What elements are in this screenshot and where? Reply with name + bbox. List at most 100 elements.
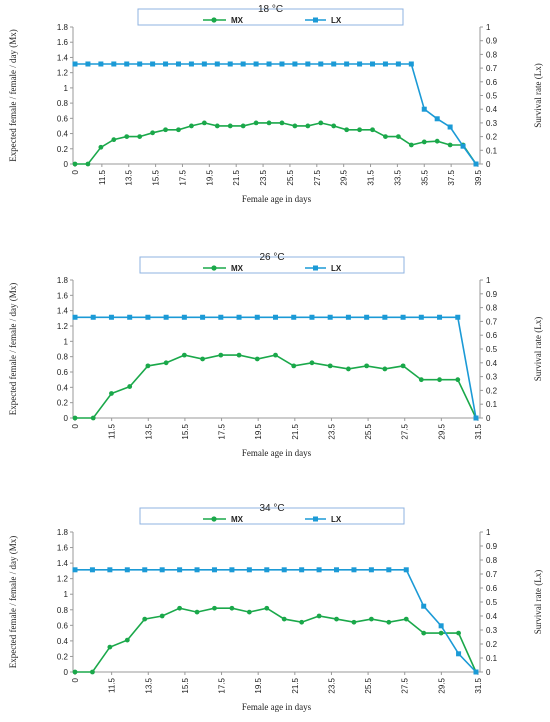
- y-left-tick-label: 0.4: [57, 637, 69, 646]
- data-point-mx: [403, 616, 409, 622]
- data-point-lx: [370, 61, 376, 67]
- x-tick-label: 13.5: [125, 169, 134, 185]
- data-point-lx: [473, 161, 479, 167]
- data-point-mx: [111, 137, 117, 143]
- data-point-mx: [456, 630, 461, 636]
- x-axis-title: Female age in days: [242, 194, 312, 204]
- y-left-tick-label: 0.2: [57, 145, 69, 154]
- legend-lx-marker: [313, 516, 318, 522]
- x-tick-label: 15.5: [181, 423, 190, 439]
- data-point-mx: [327, 363, 333, 369]
- data-point-mx: [163, 127, 168, 133]
- data-point-mx: [383, 134, 388, 140]
- y-left-tick-label: 0: [64, 668, 69, 677]
- data-point-lx: [194, 567, 200, 573]
- data-point-mx: [253, 120, 259, 126]
- series-lx: [72, 314, 479, 421]
- y-right-tick-label: 0.1: [486, 400, 498, 409]
- y-left-tick-label: 0: [64, 414, 69, 423]
- series-lx: [72, 567, 479, 675]
- x-tick-label: 23.5: [327, 423, 336, 439]
- data-point-mx: [137, 134, 143, 140]
- data-point-lx: [455, 314, 461, 320]
- legend-lx-marker: [313, 265, 318, 271]
- data-point-lx: [351, 567, 357, 573]
- y-right-tick-label: 0: [486, 668, 491, 677]
- data-point-mx: [408, 142, 414, 148]
- y-right-tick-label: 0.4: [486, 612, 498, 621]
- y-right-tick-label: 0.1: [486, 654, 498, 663]
- legend-lx-label: LX: [331, 515, 342, 524]
- series-lx-line: [75, 63, 477, 165]
- x-tick-label: 35.5: [420, 169, 429, 185]
- data-point-lx: [240, 61, 246, 67]
- data-point-lx: [163, 314, 169, 320]
- data-point-lx: [72, 61, 78, 67]
- y-right-tick-label: 0.2: [486, 640, 498, 649]
- data-point-mx: [434, 138, 440, 144]
- y-left-tick-label: 1: [64, 337, 69, 346]
- y-right-axis-title: Survival rate (Lx): [533, 63, 543, 127]
- data-point-lx: [279, 61, 285, 67]
- data-point-mx: [227, 123, 233, 129]
- data-point-lx: [382, 314, 388, 320]
- data-point-lx: [421, 603, 427, 609]
- data-point-lx: [438, 623, 444, 629]
- data-point-lx: [456, 651, 462, 657]
- x-tick-label: 27.5: [401, 677, 410, 693]
- data-point-mx: [181, 352, 187, 358]
- y-right-tick-label: 0.3: [486, 373, 498, 382]
- data-point-lx: [98, 61, 104, 67]
- legend: 26 °C MX LX: [139, 252, 405, 274]
- x-tick-label: 11.5: [98, 169, 107, 185]
- data-point-mx: [127, 384, 133, 389]
- data-point-lx: [72, 314, 78, 320]
- data-point-lx: [142, 567, 148, 573]
- data-point-mx: [331, 123, 337, 129]
- y-left-axis-title: Expected female / female / day (Mx): [8, 536, 18, 668]
- data-point-lx: [163, 61, 169, 67]
- y-right-tick-label: 0: [486, 414, 491, 423]
- data-point-mx: [176, 127, 181, 133]
- data-point-mx: [200, 356, 205, 362]
- data-point-lx: [434, 116, 440, 122]
- x-tick-label: 23.5: [327, 677, 336, 693]
- legend-mx-label: MX: [231, 16, 244, 25]
- data-point-mx: [240, 123, 246, 129]
- x-tick-label: 19.5: [205, 169, 214, 185]
- y-right-tick-label: 0.6: [486, 331, 498, 340]
- data-point-mx: [189, 123, 194, 129]
- data-point-lx: [395, 61, 401, 67]
- x-tick-label: 31.5: [474, 677, 483, 693]
- data-point-lx: [211, 567, 217, 573]
- data-point-lx: [334, 567, 340, 573]
- series-mx: [72, 605, 479, 675]
- data-point-lx: [327, 314, 333, 320]
- x-tick-label: 25.5: [286, 169, 295, 185]
- x-tick-label: 21.5: [291, 423, 300, 439]
- data-point-lx: [214, 61, 220, 67]
- y-right-tick-label: 0.9: [486, 542, 498, 551]
- x-tick-label: 0: [71, 423, 80, 428]
- y-left-axis-title: Expected female / female / day (Mx): [8, 283, 18, 415]
- y-left-tick-label: 1.6: [57, 38, 69, 47]
- data-point-mx: [124, 134, 130, 140]
- data-point-lx: [145, 314, 151, 320]
- data-point-lx: [331, 61, 337, 67]
- data-point-lx: [400, 314, 406, 320]
- y-right-tick-label: 0.6: [486, 584, 498, 593]
- x-tick-label: 31.5: [474, 423, 483, 439]
- x-tick-label: 13.5: [144, 423, 153, 439]
- series-mx-line: [75, 607, 477, 673]
- x-tick-label: 21.5: [291, 677, 300, 693]
- data-point-mx: [273, 352, 278, 358]
- data-point-mx: [145, 363, 151, 369]
- x-tick-label: 17.5: [178, 169, 187, 185]
- legend-lx-marker: [313, 17, 318, 23]
- data-point-mx: [279, 120, 285, 126]
- data-point-mx: [421, 139, 427, 145]
- y-right-tick-label: 0: [486, 160, 491, 169]
- data-point-mx: [72, 415, 78, 421]
- data-point-mx: [382, 366, 388, 372]
- y-left-tick-label: 1.2: [57, 69, 69, 78]
